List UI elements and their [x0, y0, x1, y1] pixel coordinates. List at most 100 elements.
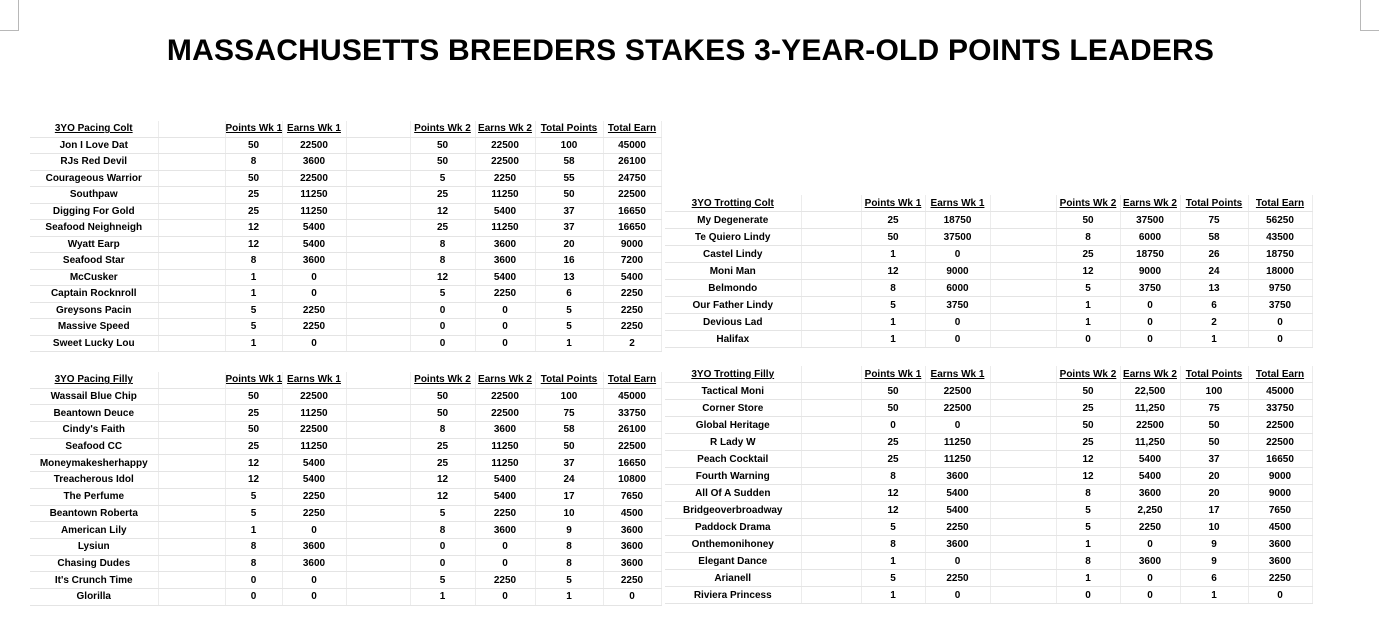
total-points-cell: 58	[535, 421, 604, 439]
earns-wk2-cell: 11250	[475, 186, 536, 204]
earns-wk2-cell: 2250	[1120, 518, 1181, 536]
horse-name-cell: Cindy's Faith	[30, 421, 159, 439]
spacer-cell	[346, 404, 411, 423]
total-points-cell: 37	[535, 454, 604, 473]
table-header-row: 3YO Pacing Filly Points Wk 1 Earns Wk 1 Poi…	[30, 372, 662, 389]
horse-name-cell: RJs Red Devil	[30, 153, 159, 171]
spacer-cell	[990, 313, 1057, 331]
horse-name-cell: Corner Store	[665, 399, 802, 417]
earns-wk1-cell: 0	[925, 586, 991, 604]
spacer-cell	[346, 252, 411, 270]
header-cell: Points Wk 1	[861, 195, 926, 212]
points-wk2-cell: 5	[410, 170, 476, 187]
points-wk2-cell: 0	[410, 538, 476, 556]
earns-wk1-cell: 9000	[925, 262, 991, 280]
spacer-cell	[801, 313, 862, 331]
header-cell: 3YO Trotting Filly	[665, 366, 802, 383]
spacer-cell	[158, 438, 226, 456]
points-wk2-cell: 5	[1056, 279, 1121, 297]
header-cell: Total Earn	[603, 121, 662, 138]
horse-name-cell: It's Crunch Time	[30, 571, 159, 589]
spacer-cell	[346, 388, 411, 406]
horse-name-cell: All Of A Sudden	[665, 484, 802, 502]
earns-wk1-cell: 0	[282, 588, 347, 606]
points-wk1-cell: 8	[225, 555, 283, 573]
table-row: Corner Store 50 22500 25 11,250 75 33750	[665, 399, 1313, 417]
header-cell: Points Wk 1	[861, 366, 926, 383]
table-row: Elegant Dance 1 0 8 3600 9 3600	[665, 552, 1313, 570]
header-cell: Points Wk 1	[225, 372, 283, 389]
horse-name-cell: Glorilla	[30, 588, 159, 606]
table-row: Greysons Pacin 5 2250 0 0 5 2250	[30, 302, 662, 319]
spacer-cell	[158, 137, 226, 154]
total-earn-cell: 4500	[1248, 518, 1313, 536]
points-wk2-cell: 0	[410, 302, 476, 319]
horse-name-cell: Lysiun	[30, 538, 159, 556]
total-points-cell: 75	[1180, 399, 1249, 417]
spacer-cell	[346, 285, 411, 303]
total-earn-cell: 43500	[1248, 228, 1313, 246]
earns-wk2-cell: 0	[1120, 330, 1181, 348]
total-points-cell: 58	[535, 153, 604, 171]
earns-wk2-cell: 37500	[1120, 211, 1181, 229]
earns-wk1-cell: 37500	[925, 228, 991, 246]
table-row: Te Quiero Lindy 50 37500 8 6000 58 43500	[665, 228, 1313, 246]
points-wk1-cell: 12	[861, 262, 926, 280]
spacer-cell	[158, 505, 226, 523]
spacer-cell	[801, 586, 862, 604]
total-points-cell: 17	[1180, 501, 1249, 519]
total-earn-cell: 3600	[1248, 535, 1313, 553]
points-wk2-cell: 8	[1056, 228, 1121, 246]
spacer-cell	[158, 269, 226, 286]
points-wk2-cell: 8	[410, 252, 476, 270]
total-points-cell: 24	[1180, 262, 1249, 280]
points-wk2-cell: 5	[410, 571, 476, 589]
total-points-cell: 1	[1180, 330, 1249, 348]
earns-wk1-cell: 5400	[282, 471, 347, 489]
points-wk1-cell: 12	[861, 484, 926, 502]
total-points-cell: 100	[535, 388, 604, 406]
earns-wk1-cell: 0	[925, 313, 991, 331]
total-points-cell: 9	[1180, 535, 1249, 553]
spacer-cell	[990, 416, 1057, 434]
spacer-cell	[990, 450, 1057, 468]
points-wk2-cell: 1	[1056, 296, 1121, 314]
total-earn-cell: 18750	[1248, 245, 1313, 263]
header-cell: Earns Wk 1	[925, 366, 991, 383]
page-margin-mark-right	[1360, 0, 1379, 31]
horse-name-cell: Courageous Warrior	[30, 170, 159, 187]
table-row: Seafood Neighneigh 12 5400 25 11250 37 16650	[30, 219, 662, 237]
total-points-cell: 17	[535, 488, 604, 506]
horse-name-cell: Chasing Dudes	[30, 555, 159, 573]
points-wk1-cell: 1	[861, 330, 926, 348]
table-row: Halifax 1 0 0 0 1 0	[665, 330, 1313, 348]
points-wk2-cell: 1	[1056, 313, 1121, 331]
total-earn-cell: 24750	[603, 170, 662, 187]
earns-wk1-cell: 22500	[282, 421, 347, 439]
table-row: Castel Lindy 1 0 25 18750 26 18750	[665, 245, 1313, 263]
spacer-cell	[158, 372, 226, 389]
total-points-cell: 20	[1180, 467, 1249, 485]
spacer-cell	[346, 538, 411, 556]
total-earn-cell: 3600	[1248, 552, 1313, 570]
header-cell: 3YO Trotting Colt	[665, 195, 802, 212]
table-row: Onthemonihoney 8 3600 1 0 9 3600	[665, 535, 1313, 553]
category-header: 3YO Trotting Filly	[691, 368, 775, 380]
spacer-cell	[801, 484, 862, 502]
points-wk1-header: Points Wk 1	[225, 123, 282, 135]
total-earn-cell: 18000	[1248, 262, 1313, 280]
total-earn-cell: 3600	[603, 555, 662, 573]
points-wk2-cell: 25	[1056, 433, 1121, 451]
earns-wk2-cell: 0	[475, 318, 536, 336]
points-wk1-cell: 0	[861, 416, 926, 434]
header-cell: 3YO Pacing Colt	[30, 121, 159, 138]
earns-wk1-header: Earns Wk 1	[930, 368, 985, 380]
total-earn-cell: 0	[1248, 586, 1313, 604]
spacer-cell	[990, 552, 1057, 570]
earns-wk1-cell: 5400	[282, 219, 347, 237]
total-points-header: Total Points	[540, 374, 598, 386]
horse-name-cell: Sweet Lucky Lou	[30, 335, 159, 352]
horse-name-cell: Seafood Neighneigh	[30, 219, 159, 237]
total-points-cell: 26	[1180, 245, 1249, 263]
earns-wk1-cell: 22500	[282, 388, 347, 406]
